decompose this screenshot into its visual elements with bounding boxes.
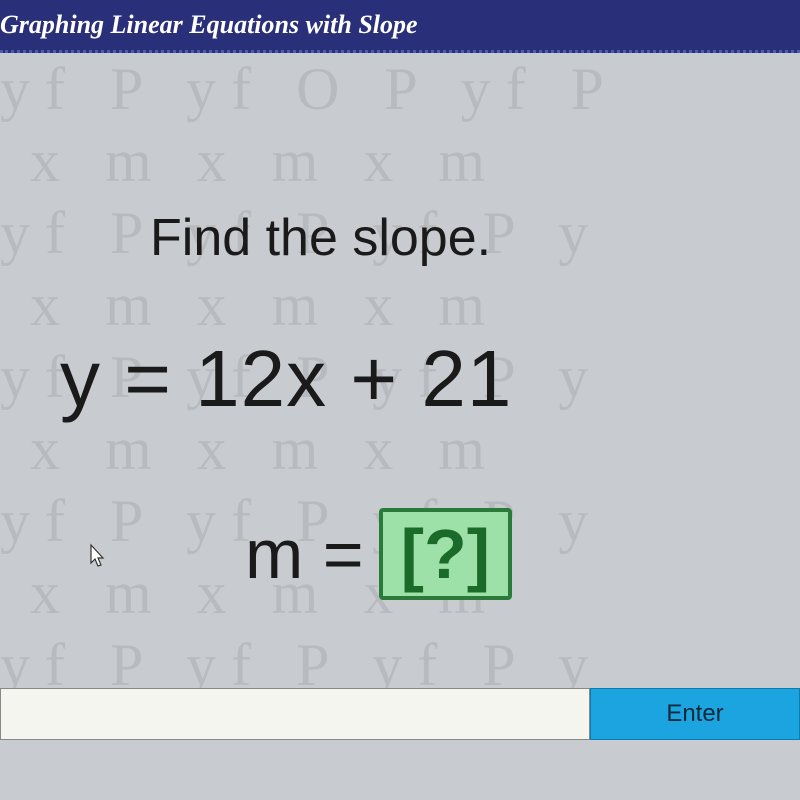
- problem-area: y f P y f O P y f P x m x m x m y f P y …: [0, 53, 800, 798]
- equation: y = 12x + 21: [60, 333, 512, 425]
- answer-placeholder: ?: [424, 515, 467, 593]
- input-row: Enter: [0, 688, 800, 740]
- answer-input[interactable]: [0, 688, 590, 740]
- enter-button[interactable]: Enter: [590, 688, 800, 740]
- problem-prompt: Find the slope.: [150, 208, 491, 268]
- answer-row: m = [?]: [245, 508, 512, 600]
- watermark-bg: y f P y f O P y f P x m x m x m y f P y …: [0, 53, 800, 798]
- lesson-title: Graphing Linear Equations with Slope: [0, 10, 418, 39]
- answer-box[interactable]: [?]: [379, 508, 512, 600]
- pointer-cursor-icon: [85, 543, 109, 579]
- answer-variable: m =: [245, 514, 364, 594]
- lesson-header: Graphing Linear Equations with Slope: [0, 0, 800, 53]
